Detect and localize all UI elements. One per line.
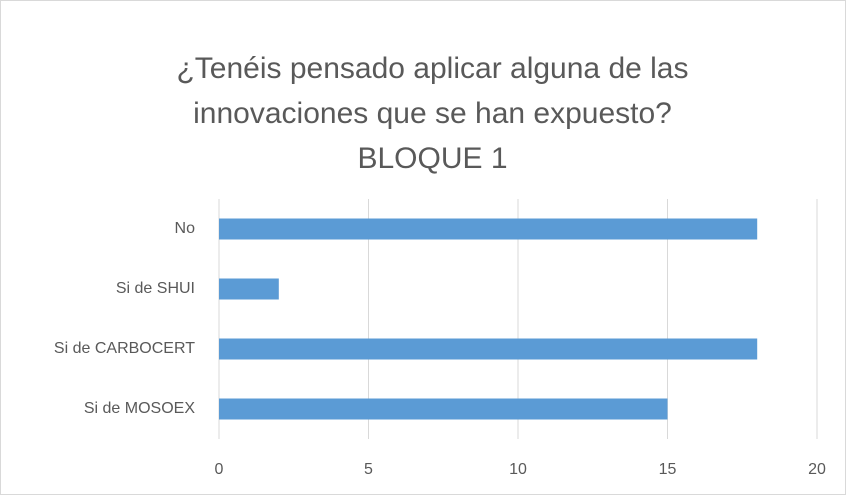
x-tick-label: 5	[364, 461, 373, 478]
x-tick-label: 20	[808, 461, 826, 478]
bar	[219, 278, 279, 300]
x-tick-label: 0	[215, 461, 224, 478]
y-tick-label: Si de SHUI	[116, 280, 195, 297]
bar	[219, 338, 758, 360]
x-tick-label: 10	[509, 461, 527, 478]
bar	[219, 218, 758, 240]
y-tick-label: No	[175, 220, 196, 237]
y-tick-label: Si de MOSOEX	[84, 400, 195, 417]
bar	[219, 398, 668, 420]
chart-title: ¿Tenéis pensado aplicar alguna de las in…	[176, 52, 689, 175]
x-tick-label: 15	[659, 461, 677, 478]
y-tick-label: Si de CARBOCERT	[54, 340, 195, 357]
